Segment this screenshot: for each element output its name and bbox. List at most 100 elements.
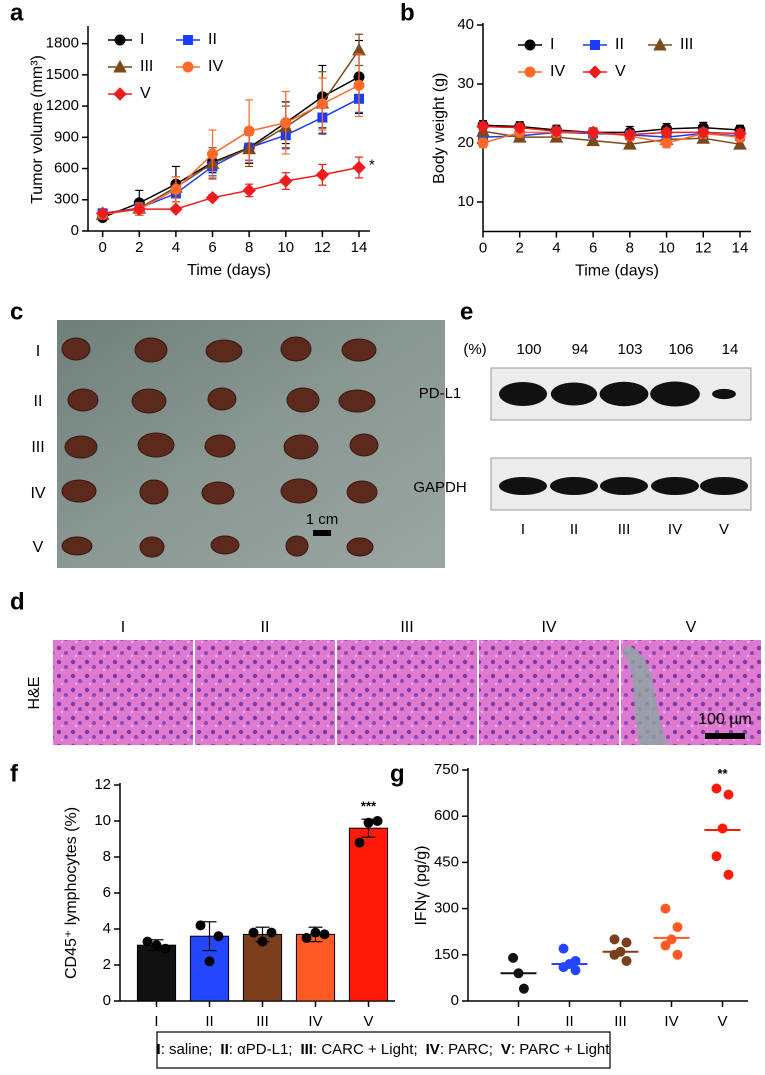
marker (586, 133, 600, 147)
marker (132, 202, 146, 216)
x-tick-label: 2 (135, 239, 143, 256)
legend-label: I (550, 36, 554, 53)
data-point (213, 931, 224, 942)
band (599, 381, 649, 407)
marker (696, 125, 710, 140)
y-axis-label: Tumor volume (mm³) (29, 55, 46, 204)
group-label: II (261, 619, 270, 636)
band (651, 477, 699, 495)
legend-text: I: saline; II: αPD-L1; III: CARC + Light; I… (157, 1041, 611, 1058)
blot-percent: 103 (617, 341, 642, 358)
band (499, 382, 547, 406)
series-line (102, 76, 360, 219)
marker (476, 119, 490, 134)
y-tick-label: 150 (434, 946, 459, 963)
row-label: V (33, 539, 44, 556)
data-point (723, 789, 734, 800)
legend-label: V (615, 63, 626, 80)
y-tick-label: 900 (54, 128, 79, 145)
data-point (621, 937, 632, 948)
marker (733, 137, 747, 150)
legend-desc: : αPD-L1; (229, 1041, 293, 1058)
data-point (363, 817, 374, 828)
x-tick-label: IV (308, 1013, 322, 1030)
tumor (285, 535, 309, 557)
data-point (195, 920, 206, 931)
group-label: V (686, 619, 697, 636)
x-tick-label: 14 (732, 239, 749, 256)
data-point (558, 943, 569, 954)
tumor (139, 536, 165, 558)
y-tick-label: 300 (434, 900, 459, 917)
lane-label: III (618, 521, 631, 538)
y-tick-label: 450 (434, 853, 459, 870)
data-point (257, 936, 268, 947)
legend-key: II (220, 1041, 228, 1058)
tumor (131, 388, 167, 414)
legend-desc: : saline; (161, 1041, 213, 1058)
data-point (723, 869, 734, 880)
marker (352, 42, 366, 56)
data-point (372, 816, 383, 826)
y-tick-label: 300 (54, 191, 79, 208)
marker (524, 66, 536, 78)
x-tick-label: 4 (552, 239, 560, 256)
marker (205, 190, 220, 205)
marker (524, 39, 536, 51)
tumor (349, 433, 379, 457)
tumor (61, 479, 97, 503)
band (600, 477, 648, 495)
series-line (482, 130, 741, 145)
x-tick-label: I (154, 1013, 158, 1030)
legend-label: II (208, 31, 217, 48)
tumor (286, 387, 320, 413)
marker (477, 137, 489, 149)
tumor (64, 435, 98, 459)
marker (661, 137, 673, 149)
he-tile (53, 640, 193, 745)
y-tick-label: 20 (457, 134, 474, 151)
data-point (570, 965, 581, 976)
data-point (508, 952, 519, 963)
bar (295, 933, 336, 1002)
y-tick-label: 1200 (46, 97, 79, 114)
x-tick-label: 0 (98, 239, 106, 256)
tumor (338, 389, 376, 413)
x-tick-label: 10 (277, 239, 294, 256)
band (712, 388, 736, 400)
data-point (711, 851, 722, 862)
x-tick-label: 8 (245, 239, 253, 256)
tumor (341, 338, 377, 362)
x-tick-label: II (205, 1013, 213, 1030)
x-tick-label: 6 (208, 239, 216, 256)
group-label: III (400, 619, 413, 636)
x-tick-label: 12 (695, 239, 712, 256)
tumor (61, 337, 91, 361)
marker (113, 59, 127, 73)
y-tick-label: 4 (103, 920, 111, 937)
tumor (201, 481, 235, 505)
tumor (280, 478, 318, 504)
panel-label: g (390, 760, 405, 787)
band (700, 477, 748, 495)
y-tick-label: 8 (103, 848, 111, 865)
y-tick-label: 10 (94, 812, 111, 829)
data-point (518, 983, 529, 994)
x-tick-label: III (614, 1013, 627, 1030)
marker (242, 183, 256, 198)
legend-desc: : PARC; (440, 1041, 493, 1058)
y-tick-label: 10 (457, 193, 474, 210)
data-point (660, 940, 671, 951)
data-point (672, 949, 683, 960)
legend-desc: : PARC + Light (511, 1041, 610, 1058)
panel-label: c (10, 298, 23, 325)
legend-key: V (501, 1041, 511, 1058)
lane-label: II (570, 521, 578, 538)
y-tick-label: 750 (434, 761, 459, 778)
row-label: I (36, 343, 40, 360)
y-axis-label: IFNγ (pg/g) (413, 845, 430, 925)
y-tick-label: 0 (451, 992, 459, 1009)
he-tile (337, 640, 477, 745)
y-axis-label: CD45⁺ lymphocytes (%) (63, 807, 80, 979)
tumor (205, 339, 243, 363)
